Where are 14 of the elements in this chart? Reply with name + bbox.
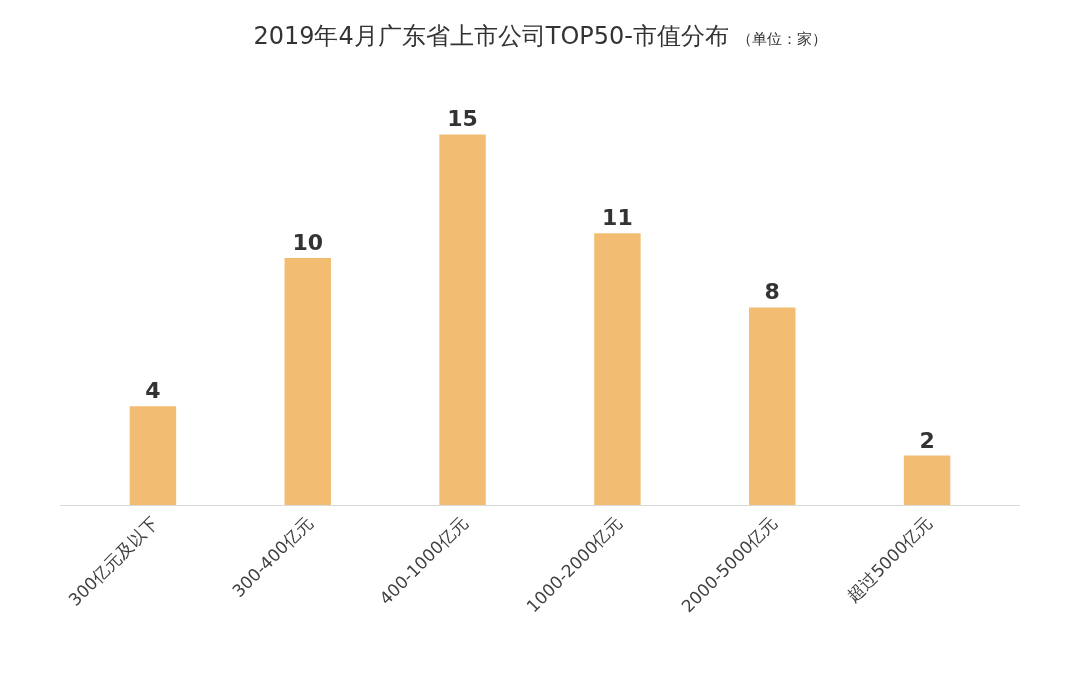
data-label: 2 — [919, 427, 935, 453]
data-label: 10 — [292, 229, 324, 255]
bar — [594, 233, 641, 505]
data-label: 4 — [145, 378, 161, 404]
data-label: 15 — [447, 106, 478, 132]
bar — [439, 134, 486, 505]
data-label: 11 — [602, 205, 633, 231]
bar — [129, 406, 177, 505]
bar — [284, 257, 331, 505]
bar — [903, 455, 951, 505]
chart-subtitle: （单位：家） — [736, 29, 827, 48]
bar — [749, 307, 796, 505]
chart-title: 2019年4月广东省上市公司TOP50-市值分布 — [253, 21, 729, 50]
data-label: 8 — [764, 279, 780, 305]
